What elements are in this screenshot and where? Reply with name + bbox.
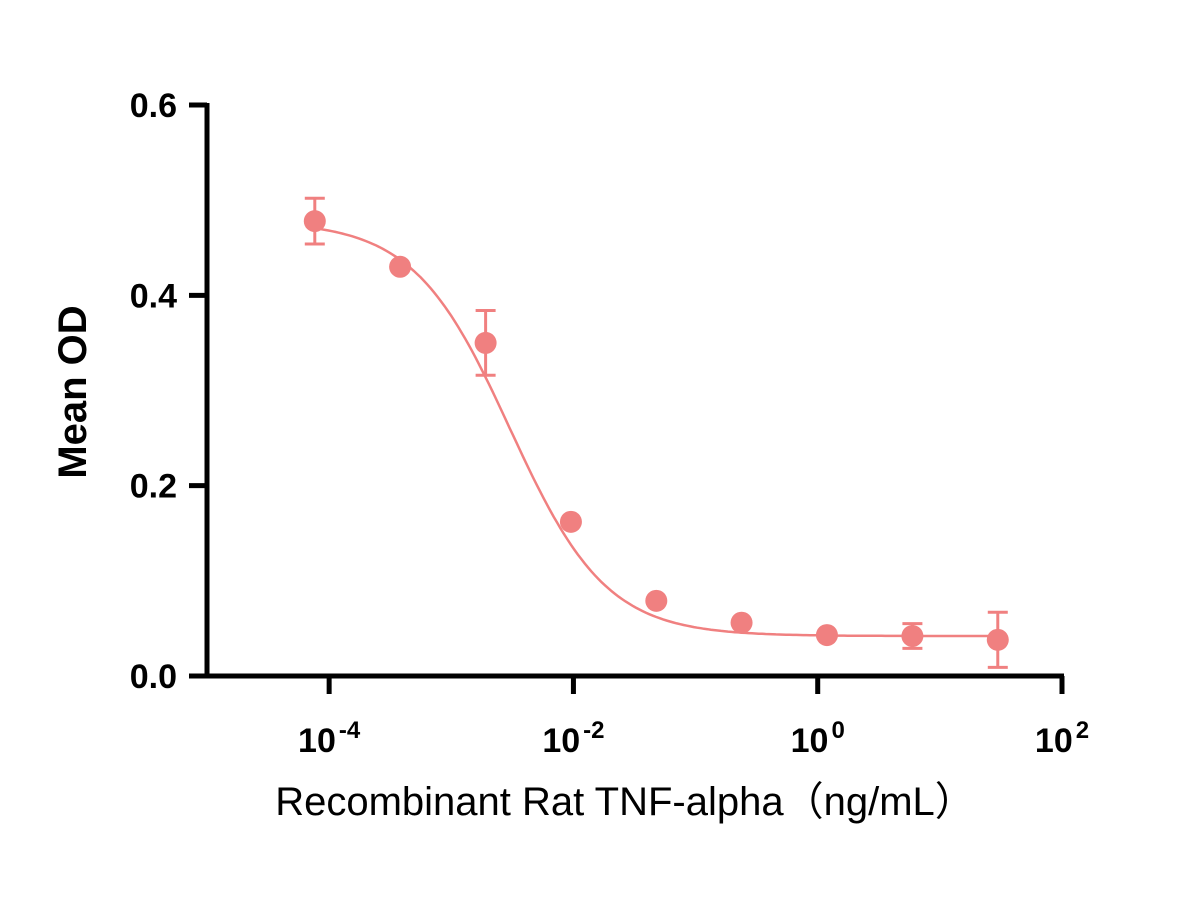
y-axis: 0.0 0.2 0.4 0.6: [130, 87, 210, 696]
y-tick-label: 0.6: [130, 87, 177, 125]
x-tick-label: 10 2: [1035, 717, 1089, 760]
x-tick-label: 10 0: [791, 717, 845, 760]
y-tick-label: 0.2: [130, 468, 177, 506]
data-point: [645, 589, 668, 612]
data-point: [815, 624, 838, 647]
x-tick-label: 10 -4: [298, 717, 361, 760]
fit-curve: [314, 226, 998, 638]
x-axis-title: Recombinant Rat TNF-alpha（ng/mL）: [275, 780, 975, 824]
data-point: [901, 625, 924, 648]
x-axis: 10 -4 10 -2 10 0 10 2: [205, 673, 1089, 760]
data-point: [559, 510, 582, 533]
x-tick-label: 10 -2: [542, 717, 604, 760]
data-point: [303, 210, 326, 233]
data-point: [389, 255, 412, 278]
y-tick-label: 0.4: [130, 277, 177, 315]
y-axis-title: Mean OD: [51, 305, 95, 478]
y-tick-label: 0.0: [130, 658, 177, 696]
data-point: [474, 331, 497, 354]
data-point: [986, 628, 1009, 651]
data-points: [303, 210, 1009, 651]
data-point: [730, 611, 753, 634]
